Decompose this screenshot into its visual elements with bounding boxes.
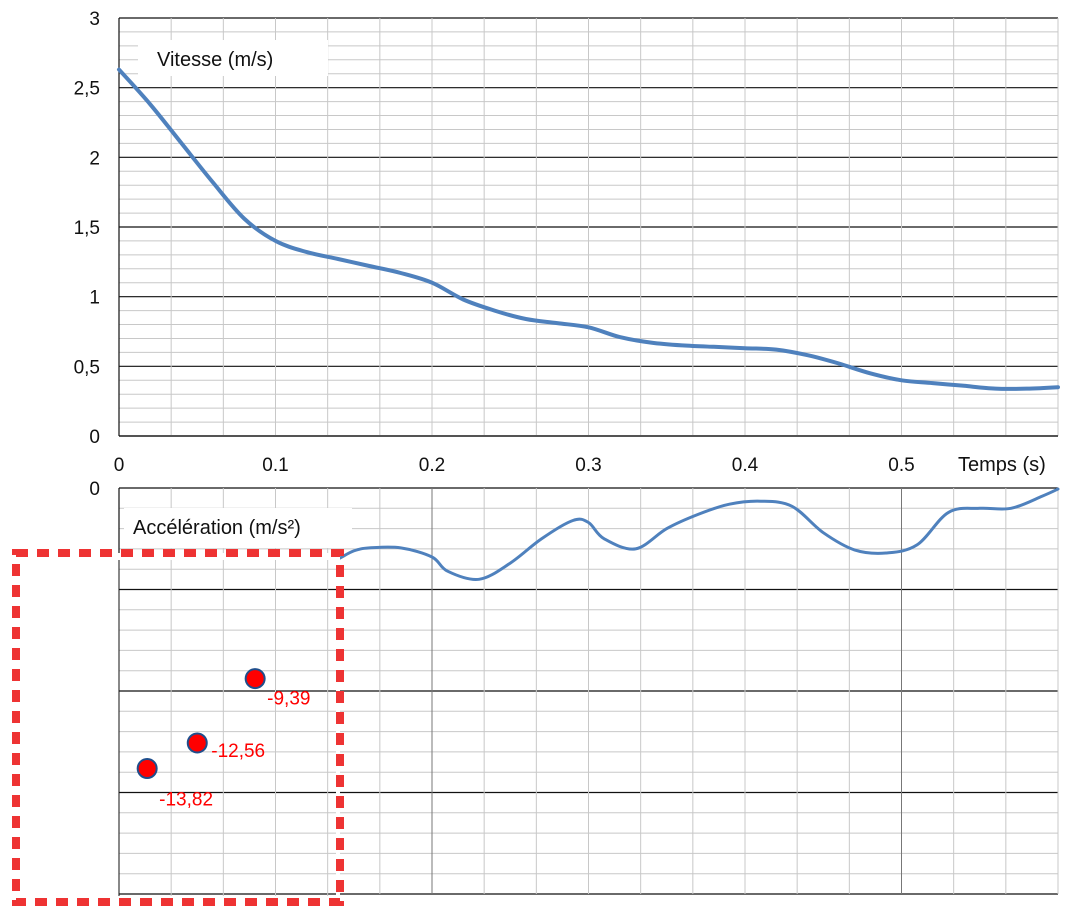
acceleration-chart: 0-5-10-15-20 Accélération (m/s²) -13,82-…	[12, 479, 1060, 906]
velocity-y-tick-label: 1,5	[74, 218, 100, 239]
highlight-box	[12, 549, 344, 906]
x-axis-label: Temps (s)	[958, 454, 1046, 476]
acceleration-series-line	[321, 487, 1060, 582]
velocity-y-tick-label: 3	[89, 9, 100, 30]
acceleration-data-points: -13,82 -12,56 -9,39	[136, 668, 310, 811]
acceleration-data-point	[186, 732, 208, 754]
velocity-tick-labels: 0 0,5 1 1,5 2 2,5 3 0 0.1 0.2 0.3 0.4 0.5	[74, 9, 915, 476]
velocity-title: Vitesse (m/s)	[157, 49, 273, 71]
velocity-title-box	[138, 40, 328, 76]
velocity-y-tick-label: 1	[89, 288, 100, 309]
velocity-y-tick-label: 2,5	[74, 79, 100, 100]
velocity-chart: 0 0,5 1 1,5 2 2,5 3 0 0.1 0.2 0.3 0.4 0.5 Vitesse (m…	[74, 9, 1079, 478]
acceleration-title: Accélération (m/s²)	[133, 517, 301, 539]
acceleration-data-label: -13,82	[159, 790, 213, 811]
x-axis-label-box	[952, 448, 1079, 478]
acceleration-data-label: -9,39	[267, 689, 310, 710]
velocity-series-line	[117, 67, 1060, 391]
acceleration-data-point	[244, 668, 266, 690]
velocity-y-tick-label: 2	[89, 148, 100, 169]
velocity-x-tick-label: 0.5	[888, 455, 914, 476]
velocity-y-tick-label: 0,5	[74, 357, 100, 378]
acceleration-data-label: -12,56	[211, 741, 265, 762]
velocity-grid	[118, 17, 1059, 437]
velocity-x-tick-label: 0.2	[419, 455, 445, 476]
velocity-y-tick-label: 0	[89, 427, 100, 448]
highlight-box-grid	[118, 560, 336, 896]
acceleration-title-box	[124, 508, 352, 548]
acceleration-y-tick-label: 0	[89, 479, 100, 500]
velocity-x-tick-label: 0.3	[575, 455, 601, 476]
velocity-x-tick-label: 0.4	[732, 455, 759, 476]
acceleration-data-point	[136, 758, 158, 780]
velocity-x-tick-label: 0.1	[262, 455, 288, 476]
velocity-x-tick-label: 0	[114, 455, 125, 476]
